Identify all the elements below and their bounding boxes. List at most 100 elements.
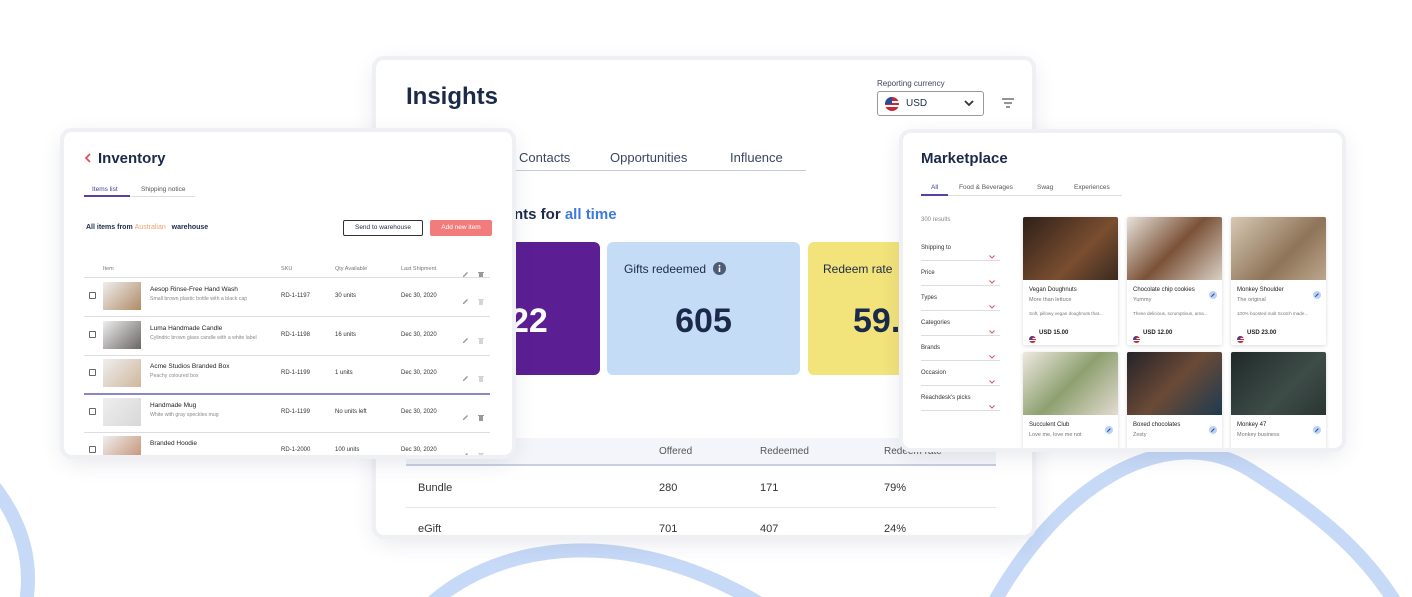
delete-icon — [478, 265, 484, 283]
product-image — [1023, 352, 1118, 415]
filter-line — [921, 360, 1000, 361]
item-desc: Small brown plastic bottle with a black … — [150, 296, 248, 302]
filter[interactable]: Reachdesk's picks — [921, 395, 971, 401]
column-header: Qty Available — [335, 266, 368, 272]
item-name: Aesop Rinse-Free Hand Wash — [150, 286, 238, 293]
checkbox[interactable] — [89, 330, 96, 338]
product-card[interactable]: Chocolate chip cookies Yummy These delicio… — [1127, 217, 1222, 345]
marketplace-card: Marketplace 300 results All Food & Bevera… — [903, 133, 1342, 448]
edit-icon — [462, 446, 469, 455]
item-name: Acme Studios Branded Box — [150, 363, 230, 370]
header-line — [84, 277, 490, 278]
qty: 1 units — [335, 370, 353, 376]
thumbnail — [103, 282, 141, 310]
checkbox[interactable] — [89, 292, 96, 299]
product-desc: 100% boosted malt Scotch made... — [1237, 311, 1309, 316]
product-image — [1231, 217, 1326, 280]
product-name: Monkey 47 — [1237, 422, 1267, 428]
stat-label: Redeem rate — [823, 262, 893, 276]
edit-icon — [462, 369, 469, 387]
flag — [1133, 330, 1140, 345]
filter[interactable]: Brands — [921, 345, 941, 351]
item-name: Handmade Mug — [150, 401, 197, 409]
checkbox[interactable] — [89, 407, 96, 415]
product-card[interactable]: Succulent Club Love me, love me not — [1023, 352, 1118, 448]
tab[interactable]: Experiences — [1074, 184, 1110, 191]
column-header: Item — [103, 266, 114, 272]
cell: 280 — [659, 482, 678, 494]
title: Insights — [406, 83, 499, 110]
button[interactable]: Add new item — [430, 220, 492, 236]
place[interactable]: Australian — [134, 224, 166, 231]
thumbnail — [103, 436, 141, 455]
product-name: Monkey Shoulder — [1237, 287, 1284, 293]
tab[interactable]: Influence — [730, 150, 783, 165]
verified-badge — [1209, 286, 1217, 304]
product-name: Chocolate chip cookies — [1133, 287, 1195, 293]
tab[interactable]: All — [931, 184, 939, 191]
filter[interactable]: Types — [921, 295, 938, 301]
chevron — [989, 246, 995, 264]
product-name: Vegan Doughnuts — [1029, 287, 1077, 293]
flag — [1237, 330, 1244, 345]
product-card[interactable]: Monkey Shoulder The original 100% boosted … — [1231, 217, 1326, 345]
sku: RD-1-2000 — [281, 447, 311, 453]
filter[interactable]: Categories — [921, 320, 951, 326]
tab[interactable]: Contacts — [519, 150, 571, 165]
edit-icon — [462, 331, 469, 349]
filter[interactable]: Occasion — [921, 370, 947, 376]
tab[interactable]: Swag — [1037, 184, 1054, 191]
text: All items from — [86, 224, 133, 231]
chevron — [989, 371, 995, 389]
qty: No units left — [335, 408, 367, 415]
product-card[interactable]: Vegan Doughnuts More than lettuce Soft, pi… — [1023, 217, 1118, 345]
sku: RD-1-1198 — [281, 331, 310, 338]
inventory-card: Inventory Items list Shipping notice All… — [64, 132, 512, 455]
filter-line — [921, 260, 1000, 261]
item-name: Branded Hoodie — [150, 440, 197, 447]
qty: 100 units — [335, 447, 360, 453]
product-image — [1231, 352, 1326, 415]
filter[interactable]: Shipping to — [921, 245, 952, 251]
back-icon[interactable] — [84, 153, 92, 163]
product-desc: These delicious, scrumptious, ama... — [1133, 311, 1208, 316]
checkbox[interactable] — [89, 446, 96, 453]
product-card[interactable]: Boxed chocolates Zesty — [1127, 352, 1222, 448]
tab[interactable]: Items list — [92, 186, 118, 193]
item-name: Luma Handmade Candle — [150, 324, 223, 332]
checkbox[interactable] — [89, 369, 96, 376]
product-card[interactable]: Monkey 47 Monkey business — [1231, 352, 1326, 448]
qty: 16 units — [335, 331, 357, 338]
tab-line — [505, 170, 806, 171]
product-name: Succulent Club — [1029, 422, 1070, 428]
results-count: 300 results — [921, 217, 951, 223]
flag — [1029, 330, 1036, 345]
tab[interactable]: Opportunities — [610, 150, 688, 165]
column-header: Offered — [659, 446, 693, 457]
chevron — [989, 321, 995, 339]
row-line — [84, 431, 490, 433]
stat-value: 605 — [675, 302, 732, 340]
title: Marketplace — [921, 150, 1008, 167]
tab-underline — [921, 194, 948, 196]
filter[interactable]: Price — [921, 270, 935, 276]
tab-underline — [84, 195, 130, 197]
currency-select[interactable]: USD — [877, 91, 984, 116]
cell: 171 — [760, 482, 779, 494]
tab[interactable]: Shipping notice — [141, 186, 186, 193]
heading: nts for all time — [514, 206, 617, 223]
item-desc: Cylindric brown glass candle with a whit… — [150, 334, 257, 341]
stat-value: 22 — [510, 302, 548, 340]
thumbnail — [103, 397, 141, 426]
tab[interactable]: Food & Beverages — [959, 184, 1013, 191]
filter-line — [921, 410, 1000, 411]
cell: eGift — [418, 523, 442, 535]
product-subtitle: The original — [1237, 297, 1266, 303]
product-image — [1023, 217, 1118, 280]
price: USD 23.00 — [1247, 330, 1277, 336]
filter-icon[interactable] — [1002, 98, 1014, 108]
button[interactable]: Send to warehouse — [343, 220, 423, 236]
title: Inventory — [98, 150, 166, 167]
info-icon[interactable] — [713, 262, 726, 275]
cell: 79% — [884, 482, 907, 494]
